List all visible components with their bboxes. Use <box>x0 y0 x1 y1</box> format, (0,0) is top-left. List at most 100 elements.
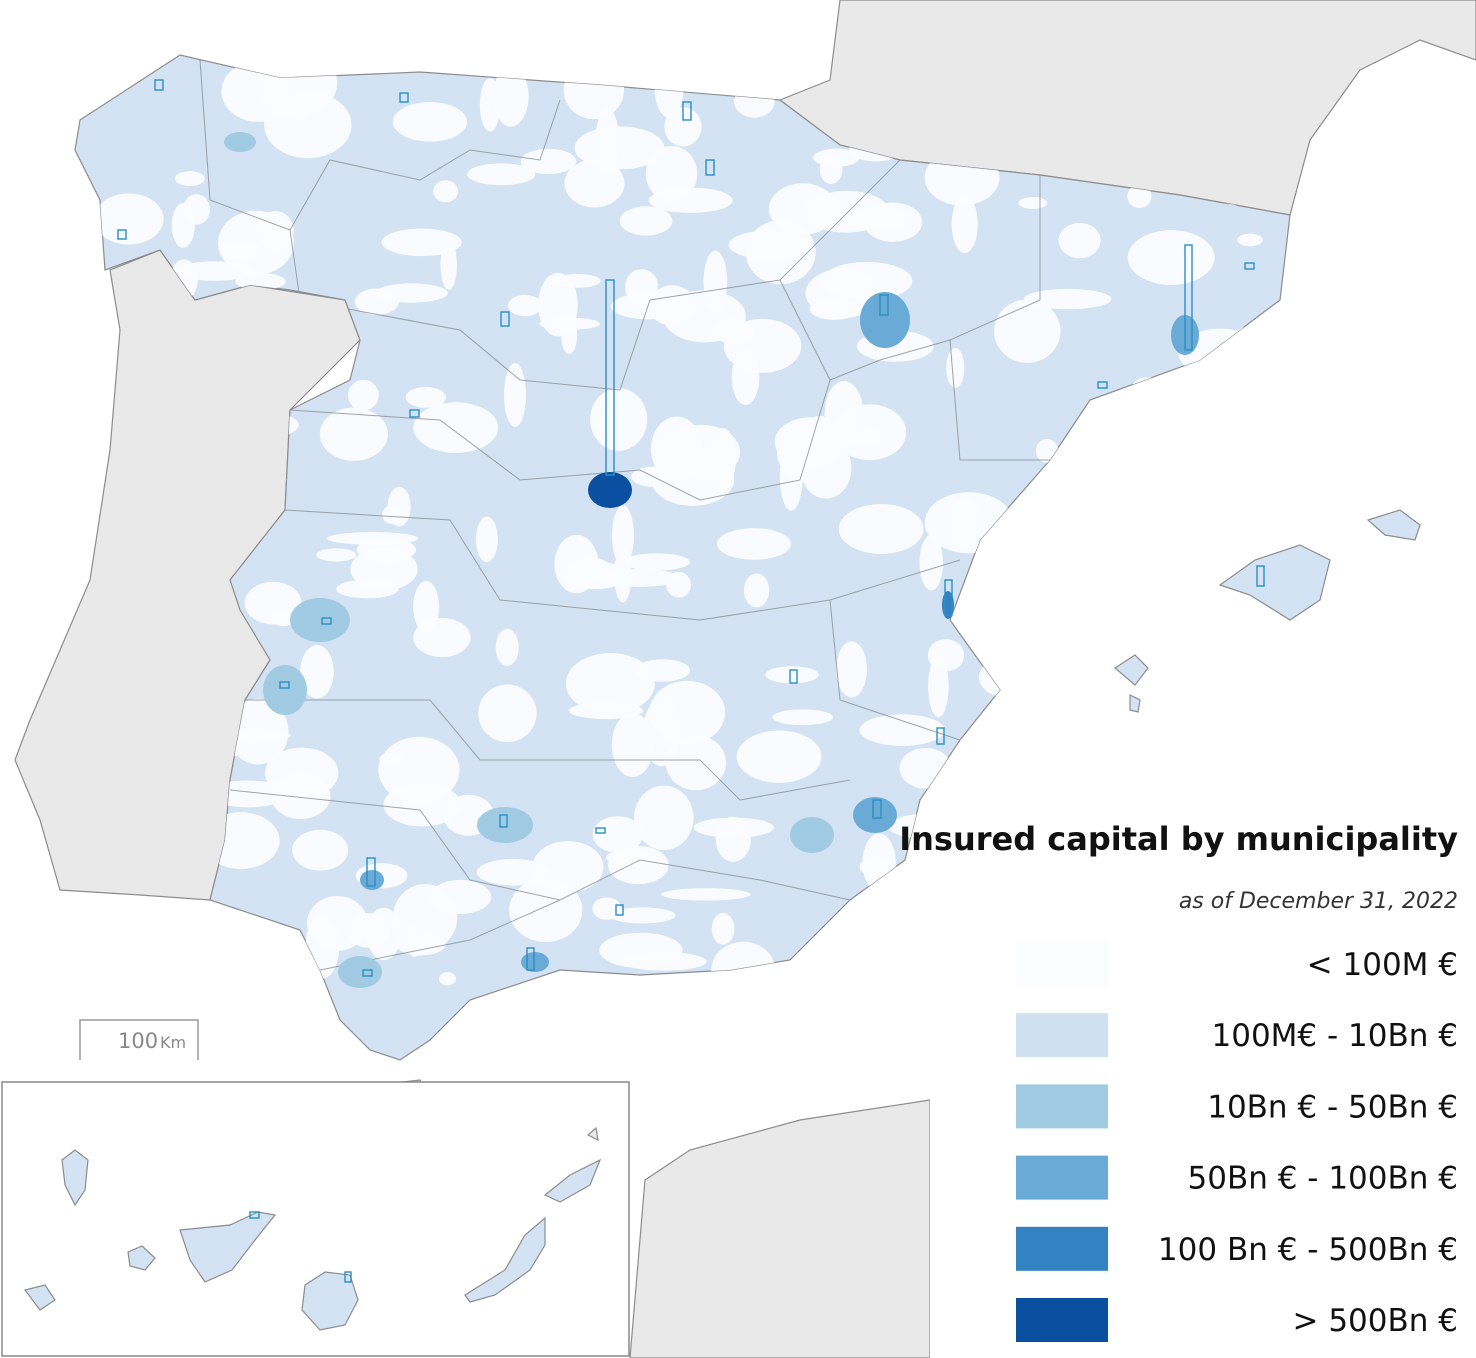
low-patch <box>564 159 625 208</box>
low-patch <box>723 318 802 373</box>
low-patch <box>507 294 543 317</box>
low-patch <box>347 379 379 411</box>
balearic-islands <box>1113 509 1421 713</box>
low-patch <box>1127 230 1215 285</box>
low-patch <box>779 443 803 511</box>
low-patch <box>859 856 893 877</box>
africa <box>629 1099 931 1358</box>
low-patch <box>392 102 468 142</box>
low-patch <box>171 202 195 248</box>
low-patch <box>592 816 643 853</box>
low-patch <box>382 505 404 525</box>
legend-subtitle: as of December 31, 2022 <box>1179 889 1458 914</box>
low-patch <box>606 849 656 866</box>
low-patch <box>994 299 1061 363</box>
low-patch <box>664 107 702 147</box>
low-patch <box>568 702 644 720</box>
low-patch <box>807 428 888 446</box>
low-patch <box>596 569 681 587</box>
low-patch <box>509 878 583 943</box>
low-patch <box>217 210 294 275</box>
legend-swatch <box>1016 1013 1108 1058</box>
legend-label: < 100M € <box>1307 947 1458 983</box>
low-patch <box>622 553 690 571</box>
low-patch <box>745 220 816 285</box>
low-patch <box>1023 288 1112 310</box>
region-borders <box>199 59 1050 971</box>
low-patch <box>306 895 368 951</box>
low-patch <box>532 841 604 893</box>
legend: < 100M € 100M€ - 10Bn € 10Bn € - 50Bn € 50B… <box>1016 942 1458 1342</box>
legend-label: 50Bn € - 100Bn € <box>1188 1161 1459 1197</box>
low-patch <box>661 888 751 901</box>
low-patch <box>413 617 471 658</box>
low-patch <box>467 163 536 186</box>
low-patch <box>928 655 949 718</box>
low-patch <box>590 388 648 451</box>
low-patch <box>716 528 791 560</box>
low-patch <box>433 180 459 203</box>
low-patch <box>300 645 334 699</box>
low-patch <box>93 193 164 245</box>
legend-swatch <box>1016 942 1108 986</box>
low-patch <box>625 269 659 305</box>
low-patch <box>642 698 680 767</box>
low-patch <box>614 546 632 603</box>
low-patch <box>554 534 599 594</box>
low-patch <box>539 317 601 330</box>
low-patch <box>478 684 537 743</box>
low-patch <box>383 783 461 827</box>
legend-label: 100 Bn € - 500Bn € <box>1158 1232 1458 1268</box>
low-patch <box>492 66 529 127</box>
legend-swatch <box>1016 1298 1108 1342</box>
low-patch <box>800 438 852 499</box>
low-patch <box>836 641 867 698</box>
low-patch <box>621 952 707 971</box>
low-patch <box>838 503 924 554</box>
low-patch <box>475 516 498 563</box>
low-patch <box>271 610 296 627</box>
low-patch <box>662 290 746 343</box>
low-patch <box>1018 196 1048 210</box>
scale-value: 100 <box>118 1029 158 1053</box>
low-patch <box>327 532 419 545</box>
low-patch <box>379 752 404 766</box>
scale-bar: 100 Km <box>79 1019 199 1060</box>
darker-areas <box>224 132 1199 988</box>
low-patch <box>951 195 978 254</box>
low-patch <box>392 884 458 951</box>
low-patch <box>396 933 446 956</box>
legend-label: 100M€ - 10Bn € <box>1212 1018 1458 1054</box>
low-patch <box>711 912 735 945</box>
low-patch <box>612 505 634 567</box>
scale-unit: Km <box>160 1033 186 1052</box>
legend-label: > 500Bn € <box>1293 1303 1459 1339</box>
low-patch <box>650 416 703 482</box>
low-patch <box>413 402 499 453</box>
low-patch <box>1127 184 1152 209</box>
low-patch <box>319 407 388 461</box>
low-patch <box>803 190 890 233</box>
low-patch <box>822 196 841 221</box>
low-patch <box>665 735 727 791</box>
low-patch <box>1058 222 1101 259</box>
low-patch <box>264 747 339 799</box>
low-patch <box>381 228 462 257</box>
low-patch <box>520 148 577 175</box>
low-patch <box>743 573 770 608</box>
legend-swatch <box>1016 1155 1108 1200</box>
legend-swatch <box>1016 1084 1108 1129</box>
value-bars <box>117 79 1265 977</box>
low-patch <box>634 659 691 682</box>
low-patch <box>609 907 676 924</box>
low-patch <box>859 714 945 746</box>
low-patch <box>619 206 673 236</box>
low-patch <box>354 288 399 315</box>
low-patch <box>1237 233 1263 247</box>
legend-title: Insured capital by municipality <box>899 820 1458 858</box>
low-patch <box>405 386 447 408</box>
low-patch <box>821 261 913 301</box>
low-patch <box>350 547 418 591</box>
low-patch <box>174 171 205 187</box>
